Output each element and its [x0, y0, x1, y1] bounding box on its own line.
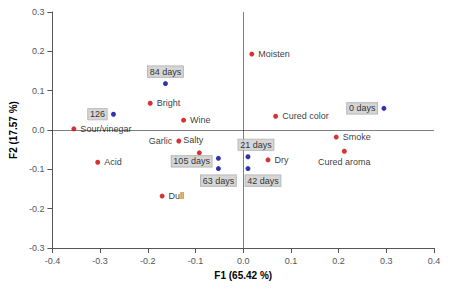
svg-text:Garlic: Garlic — [149, 136, 173, 146]
svg-text:0.4: 0.4 — [428, 256, 441, 266]
svg-text:Salty: Salty — [183, 135, 204, 145]
svg-text:0.2: 0.2 — [32, 46, 45, 56]
svg-text:-0.2: -0.2 — [140, 256, 156, 266]
svg-text:0.0: 0.0 — [237, 256, 250, 266]
svg-text:Dry: Dry — [275, 155, 289, 165]
svg-text:Cured color: Cured color — [282, 111, 329, 121]
svg-text:F1 (65.42 %): F1 (65.42 %) — [214, 270, 272, 281]
svg-text:126: 126 — [90, 109, 105, 119]
svg-text:0.2: 0.2 — [332, 256, 345, 266]
svg-text:63 days: 63 days — [203, 176, 235, 186]
svg-text:-0.1: -0.1 — [29, 164, 45, 174]
svg-text:105 days: 105 days — [173, 156, 210, 166]
svg-text:Cured aroma: Cured aroma — [318, 157, 371, 167]
svg-text:Moisten: Moisten — [258, 49, 290, 59]
svg-text:-0.3: -0.3 — [29, 243, 45, 253]
svg-text:Bright: Bright — [157, 98, 181, 108]
svg-text:-0.2: -0.2 — [29, 204, 45, 214]
svg-text:Dull: Dull — [169, 191, 185, 201]
svg-text:0.3: 0.3 — [32, 7, 45, 17]
svg-text:Smoke: Smoke — [343, 132, 371, 142]
svg-text:0.0: 0.0 — [32, 125, 45, 135]
svg-text:-0.3: -0.3 — [92, 256, 108, 266]
svg-text:0 days: 0 days — [349, 103, 376, 113]
svg-text:F2 (17.57 %): F2 (17.57 %) — [8, 101, 19, 159]
svg-text:0.1: 0.1 — [32, 86, 45, 96]
svg-text:-0.4: -0.4 — [45, 256, 61, 266]
svg-text:42 days: 42 days — [247, 176, 279, 186]
svg-text:Sour/vinegar: Sour/vinegar — [80, 124, 131, 134]
svg-text:-0.1: -0.1 — [188, 256, 204, 266]
svg-text:Acid: Acid — [104, 157, 122, 167]
svg-text:Wine: Wine — [190, 115, 211, 125]
svg-text:84 days: 84 days — [150, 67, 182, 77]
svg-text:0.1: 0.1 — [285, 256, 298, 266]
svg-text:21 days: 21 days — [240, 140, 272, 150]
svg-text:0.3: 0.3 — [380, 256, 393, 266]
